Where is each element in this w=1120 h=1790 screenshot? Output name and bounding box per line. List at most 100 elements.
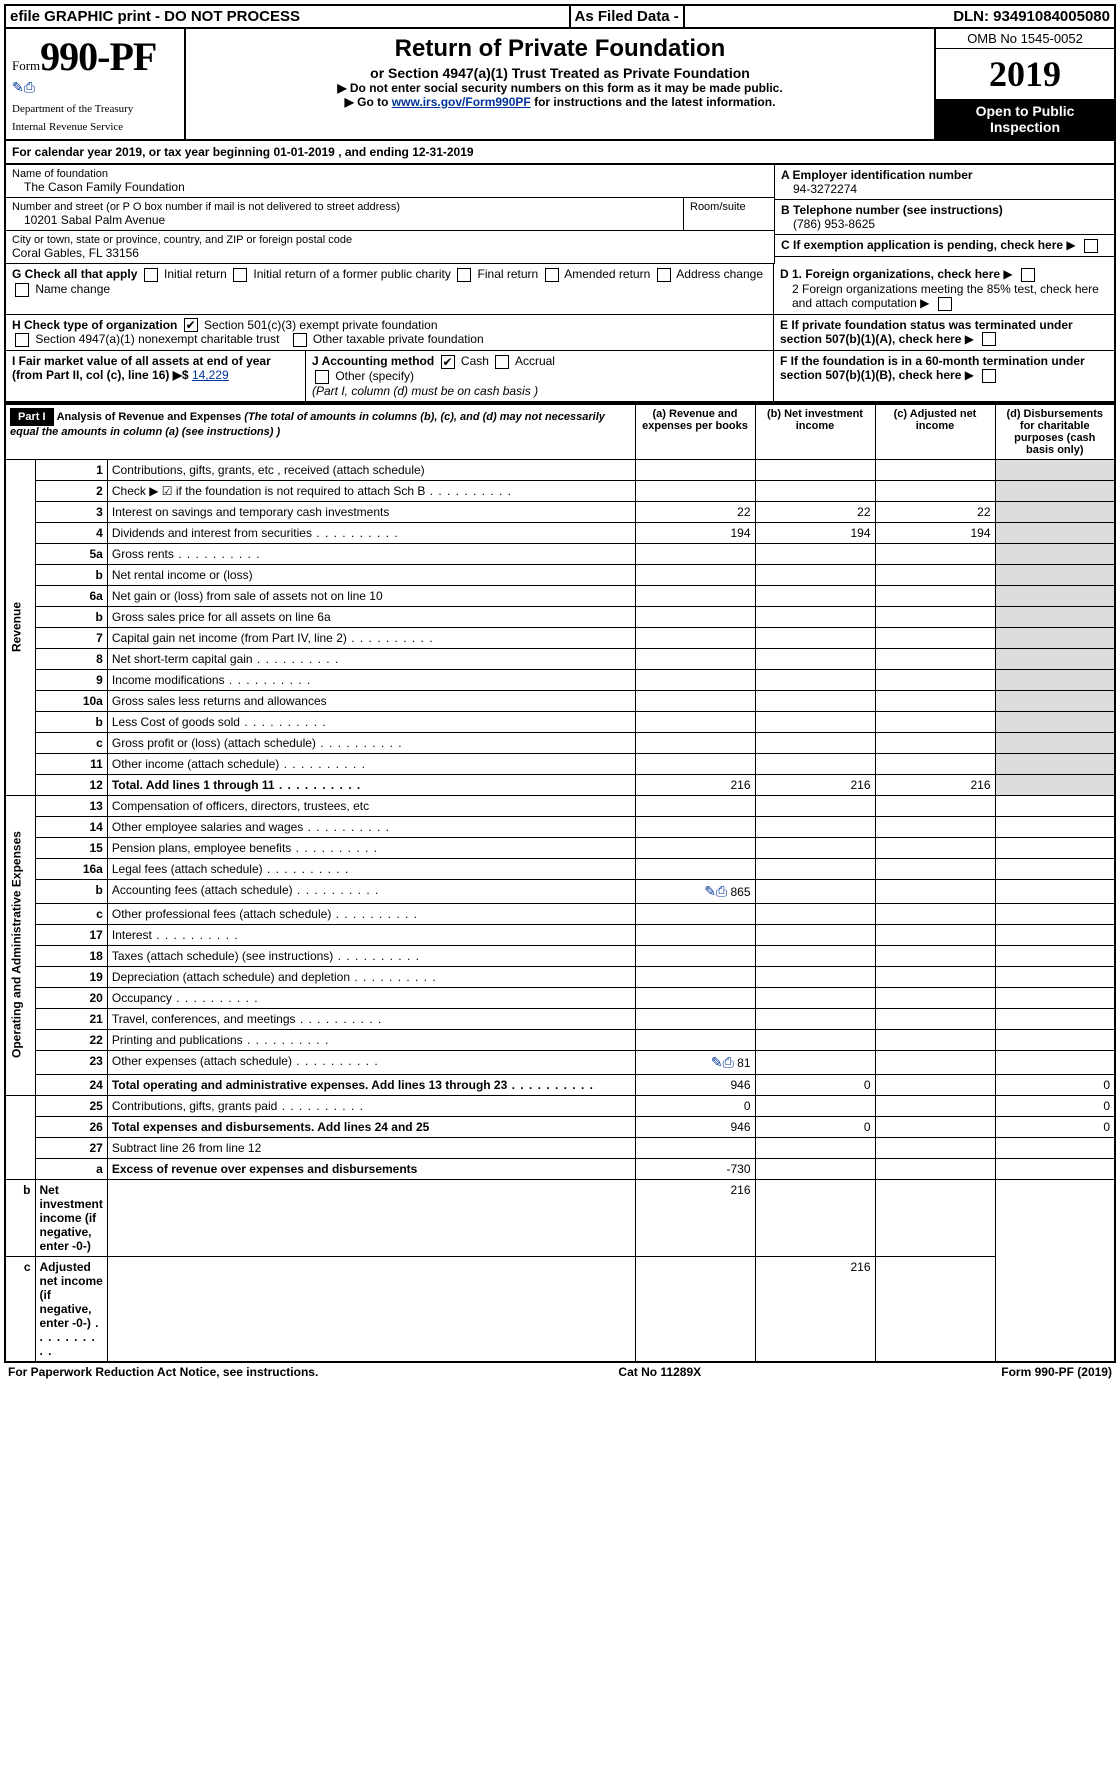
cell-value [995,1008,1115,1029]
cell-value [755,816,875,837]
cell-value: 194 [755,522,875,543]
h1-checkbox[interactable] [184,318,198,332]
line-description: Net gain or (loss) from sale of assets n… [107,585,635,606]
g-checkbox[interactable] [15,283,29,297]
h3-checkbox[interactable] [293,333,307,347]
form-prefix: Form [12,58,40,73]
g-checkbox[interactable] [144,268,158,282]
cat-no: Cat No 11289X [618,1365,701,1379]
cell-value [755,753,875,774]
cell-value [875,879,995,903]
line-description: Total. Add lines 1 through 11 [107,774,635,795]
cell-value [755,1137,875,1158]
e-label: E If private foundation status was termi… [780,318,1073,346]
d1-checkbox[interactable] [1021,268,1035,282]
g-checkbox[interactable] [657,268,671,282]
cell-value [635,732,755,753]
irs-link[interactable]: www.irs.gov/Form990PF [392,95,531,109]
cell-value [875,1095,995,1116]
g-checkbox[interactable] [457,268,471,282]
cell-value [875,753,995,774]
exemption-checkbox[interactable] [1084,239,1098,253]
line-description: Net short-term capital gain [107,648,635,669]
cell-value: 22 [875,501,995,522]
cell-value [755,543,875,564]
cell-value: 216 [875,774,995,795]
cell-value [995,1137,1115,1158]
cell-value [635,585,755,606]
cell-value [755,585,875,606]
cell-value [635,690,755,711]
cell-value [635,543,755,564]
line-description: Total expenses and disbursements. Add li… [107,1116,635,1137]
cell-value [995,711,1115,732]
page-footer: For Paperwork Reduction Act Notice, see … [4,1363,1116,1381]
cell-value [875,459,995,480]
cell-value [875,627,995,648]
omb-number: OMB No 1545-0052 [936,29,1114,49]
cell-value: 216 [635,774,755,795]
line-description: Gross profit or (loss) (attach schedule) [107,732,635,753]
addr-label: Number and street (or P O box number if … [12,201,677,213]
cell-value [755,879,875,903]
cell-value [755,987,875,1008]
arrow-icon [1066,238,1077,252]
g-checkbox[interactable] [233,268,247,282]
line-number: 3 [35,501,107,522]
cell-value [635,1008,755,1029]
attachment-icon[interactable]: ✎⎙ [704,883,727,899]
line-number: 12 [35,774,107,795]
cell-value [995,648,1115,669]
cell-value [875,987,995,1008]
line-number: 14 [35,816,107,837]
cell-value [635,564,755,585]
line-description: Total operating and administrative expen… [107,1074,635,1095]
cal-prefix: For calendar year 2019, or tax year begi… [12,145,273,159]
arrow-icon [1003,267,1014,281]
line-description: Travel, conferences, and meetings [107,1008,635,1029]
line-number: b [35,879,107,903]
accrual-checkbox[interactable] [495,355,509,369]
cell-value [755,1158,875,1179]
other-checkbox[interactable] [315,370,329,384]
cell-value [995,606,1115,627]
attachment-icon[interactable]: ✎⎙ [711,1054,734,1070]
cell-value [755,627,875,648]
line-description: Depreciation (attach schedule) and deple… [107,966,635,987]
cell-value [875,1179,995,1256]
cash-checkbox[interactable] [441,355,455,369]
cell-value: -730 [635,1158,755,1179]
cell-value [875,669,995,690]
form-header: Form990-PF ✎⎙ Department of the Treasury… [4,29,1116,141]
line-description: Other employee salaries and wages [107,816,635,837]
line-description: Printing and publications [107,1029,635,1050]
line-number: 6a [35,585,107,606]
d2-checkbox[interactable] [938,297,952,311]
e-checkbox[interactable] [982,332,996,346]
g-checkbox[interactable] [545,268,559,282]
d1-label: D 1. Foreign organizations, check here [780,267,1000,281]
cell-value: 0 [995,1116,1115,1137]
cell-value: 216 [755,1256,875,1362]
cell-value [995,945,1115,966]
cell-value [635,1256,755,1362]
cal-begin: 01-01-2019 [273,145,334,159]
arrow-icon [965,368,976,382]
city-label: City or town, state or province, country… [12,234,768,246]
cell-value: 0 [755,1074,875,1095]
line-description: Other expenses (attach schedule) [107,1050,635,1074]
cell-value [635,945,755,966]
line-number: 21 [35,1008,107,1029]
cell-value [635,606,755,627]
line-description: Contributions, gifts, grants paid [107,1095,635,1116]
cash-label: Cash [461,354,489,368]
line-number: 25 [35,1095,107,1116]
form-990pf: 990-PF [40,34,156,79]
h2-checkbox[interactable] [15,333,29,347]
f-checkbox[interactable] [982,369,996,383]
cell-value [995,732,1115,753]
line-number: 27 [35,1137,107,1158]
cell-value [755,459,875,480]
cell-value [755,795,875,816]
cell-value [995,837,1115,858]
